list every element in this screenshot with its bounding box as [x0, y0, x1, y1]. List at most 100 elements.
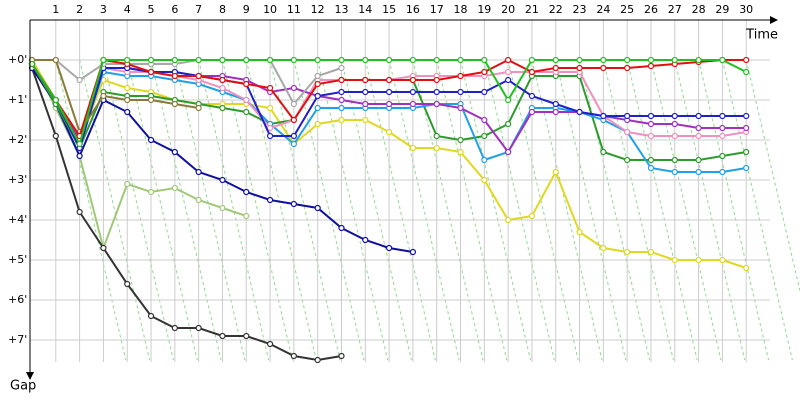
data-point	[385, 76, 393, 84]
data-point	[695, 156, 702, 164]
data-point	[671, 112, 678, 120]
data-point	[76, 152, 83, 160]
data-point	[600, 64, 607, 72]
x-tick-label: 8	[219, 3, 226, 16]
data-point	[338, 352, 345, 360]
lap-guide	[650, 59, 722, 361]
data-point	[290, 84, 297, 92]
data-point	[505, 216, 512, 224]
y-tick-label: +7'	[8, 333, 27, 346]
data-point	[433, 56, 440, 64]
x-tick-label: 20	[501, 3, 515, 16]
data-point	[743, 56, 750, 64]
data-point	[743, 112, 750, 120]
x-tick-label: 7	[195, 3, 202, 16]
x-tick-label: 9	[243, 3, 250, 16]
data-point	[481, 56, 488, 64]
data-point	[647, 56, 655, 64]
data-point	[552, 100, 559, 108]
data-point	[647, 248, 655, 256]
data-point	[290, 116, 297, 124]
data-point	[290, 132, 297, 140]
x-tick-label: 23	[573, 3, 587, 16]
data-point	[409, 144, 417, 152]
data-point	[243, 108, 250, 116]
data-point	[314, 56, 321, 64]
y-tick-label: +4'	[8, 213, 27, 226]
data-point	[385, 100, 393, 108]
data-point	[433, 88, 440, 96]
data-point	[338, 64, 345, 72]
lap-guide	[745, 59, 800, 293]
data-point	[647, 164, 655, 172]
data-point	[481, 156, 488, 164]
data-point	[243, 96, 250, 104]
x-tick-label: 27	[668, 3, 682, 16]
x-tick-label: 16	[406, 3, 420, 16]
lap-guide	[269, 59, 341, 361]
data-point	[147, 188, 155, 196]
y-tick-label: +3'	[8, 173, 27, 186]
data-point	[266, 124, 274, 132]
data-point	[647, 120, 655, 128]
data-point	[171, 184, 178, 192]
data-point	[600, 148, 607, 156]
data-point	[266, 84, 274, 92]
x-tick-label: 6	[171, 3, 178, 16]
data-point	[457, 136, 464, 144]
data-point	[219, 204, 226, 212]
lap-guide	[626, 59, 698, 361]
data-point	[171, 100, 178, 108]
data-point	[171, 148, 178, 156]
data-point	[195, 168, 202, 176]
data-point	[338, 88, 345, 96]
data-point	[219, 56, 226, 64]
data-point	[600, 112, 607, 120]
x-tick-label: 21	[525, 3, 539, 16]
data-point	[719, 168, 726, 176]
data-point	[362, 76, 369, 84]
series-line	[32, 59, 342, 106]
data-point	[600, 244, 607, 252]
data-point	[314, 204, 321, 212]
data-point	[624, 56, 631, 64]
data-point	[647, 132, 655, 140]
data-point	[171, 324, 178, 332]
data-point	[124, 280, 131, 288]
y-axis-label: Gap	[10, 379, 36, 394]
x-tick-label: 4	[124, 3, 131, 16]
data-point	[695, 132, 702, 140]
data-point	[362, 116, 369, 124]
lap-guide	[460, 59, 532, 361]
lap-guide	[483, 59, 555, 361]
data-point	[338, 56, 345, 64]
data-point	[409, 88, 417, 96]
lap-guide	[579, 59, 651, 361]
data-point	[338, 104, 345, 112]
data-point	[147, 312, 155, 320]
data-point	[624, 156, 631, 164]
x-tick-label: 11	[287, 3, 301, 16]
data-point	[52, 56, 59, 64]
x-tick-label: 13	[334, 3, 348, 16]
x-tick-label: 1	[52, 3, 59, 16]
data-point	[671, 56, 678, 64]
data-point	[195, 72, 202, 80]
data-point	[362, 56, 369, 64]
data-point	[290, 100, 297, 108]
data-point	[124, 108, 131, 116]
data-point	[243, 188, 250, 196]
data-point	[338, 96, 345, 104]
data-point	[409, 248, 417, 256]
data-point	[409, 56, 417, 64]
data-point	[671, 120, 678, 128]
data-point	[719, 132, 726, 140]
data-point	[457, 72, 464, 80]
data-point	[219, 84, 226, 92]
x-tick-label: 25	[620, 3, 634, 16]
data-point	[695, 56, 702, 64]
data-point	[695, 168, 702, 176]
x-tick-label: 5	[148, 3, 155, 16]
data-point	[385, 56, 393, 64]
